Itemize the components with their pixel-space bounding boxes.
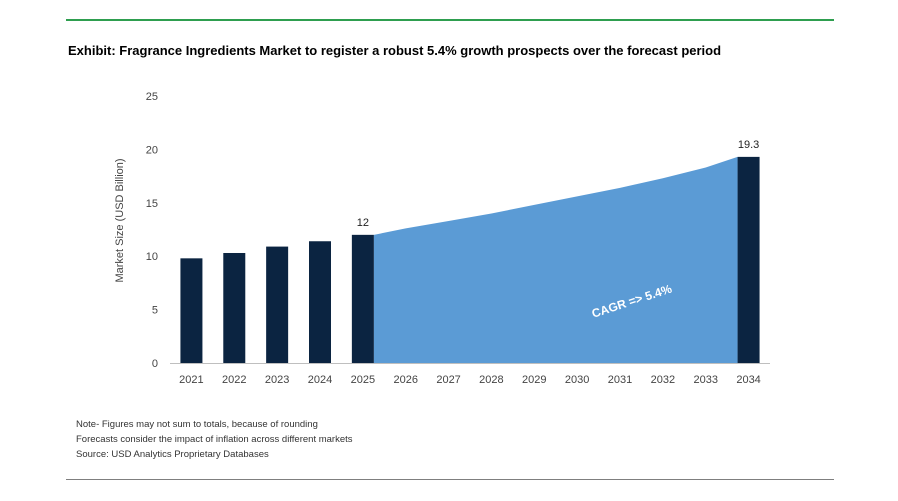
data-label-2025: 12: [357, 217, 369, 229]
forecast-area: [373, 156, 738, 363]
x-tick-label: 2032: [651, 374, 675, 386]
notes: Note- Figures may not sum to totals, bec…: [76, 417, 353, 462]
chart-title: Exhibit: Fragrance Ingredients Market to…: [68, 43, 722, 58]
x-tick-label: 2027: [436, 374, 460, 386]
note-rounding: Note- Figures may not sum to totals, bec…: [76, 419, 318, 430]
top-rule: [66, 19, 834, 21]
y-tick-label: 20: [146, 144, 158, 156]
y-tick-label: 15: [146, 198, 158, 210]
x-tick-label: 2022: [222, 374, 246, 386]
x-tick-label: 2030: [565, 374, 589, 386]
y-tick-label: 25: [146, 91, 158, 103]
y-tick-label: 0: [152, 358, 158, 370]
x-tick-label: 2031: [608, 374, 632, 386]
bar-2021: [180, 258, 203, 363]
bottom-rule: [66, 479, 834, 480]
data-label-2034: 19.3: [738, 139, 759, 151]
x-tick-label: 2033: [693, 374, 717, 386]
x-tick-label: 2023: [265, 374, 289, 386]
x-tick-label: 2028: [479, 374, 503, 386]
note-inflation: Forecasts consider the impact of inflati…: [76, 434, 353, 445]
bar-2024: [309, 241, 331, 363]
bar-2025: [351, 234, 374, 363]
x-tick-label: 2021: [179, 374, 203, 386]
y-axis-label: Market Size (USD Billion): [114, 158, 126, 282]
bar-2022: [223, 252, 246, 363]
x-tick-label: 2026: [393, 374, 417, 386]
bar-2023: [266, 246, 289, 363]
y-tick-label: 10: [146, 251, 158, 263]
bar-2034: [737, 156, 760, 363]
y-tick-label: 5: [152, 305, 158, 317]
x-tick-label: 2025: [351, 374, 375, 386]
note-source: Source: USD Analytics Proprietary Databa…: [76, 449, 269, 460]
x-tick-label: 2034: [736, 374, 760, 386]
x-tick-label: 2024: [308, 374, 332, 386]
x-tick-label: 2029: [522, 374, 546, 386]
